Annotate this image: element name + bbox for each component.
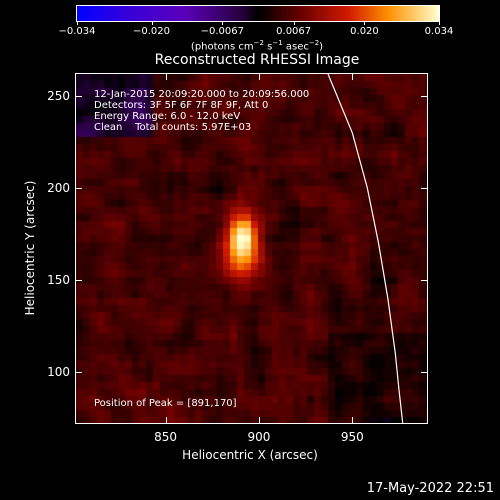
colorbar (76, 5, 440, 22)
y-tick (421, 371, 427, 373)
info-peak-position: Position of Peak = [891,170] (94, 398, 237, 409)
date-stamp: 17-May-2022 22:51 (366, 481, 494, 496)
x-tick-label: 950 (340, 430, 364, 444)
x-tick (258, 74, 260, 80)
x-tick-label: 850 (154, 430, 178, 444)
y-axis-label: Heliocentric Y (arcsec) (23, 180, 37, 316)
y-tick (421, 96, 427, 98)
plot-title: Reconstructed RHESSI Image (154, 52, 360, 68)
colorbar-tick-label: 0.020 (350, 26, 379, 37)
y-tick-label: 200 (47, 180, 70, 195)
colorbar-tick (151, 21, 153, 25)
y-tick-label: 150 (47, 272, 70, 287)
colorbar-tick-label: 0.0067 (276, 26, 312, 37)
colorbar-unit-label: (photons cm−2 s−1 asec−2) (190, 39, 324, 53)
x-tick (165, 417, 167, 423)
x-tick (258, 417, 260, 423)
y-tick (76, 187, 82, 189)
colorbar-tick-label: −0.020 (133, 26, 171, 37)
x-tick-label: 900 (247, 430, 271, 444)
colorbar-tick (439, 21, 440, 25)
y-tick (421, 187, 427, 189)
colorbar-tick (293, 21, 295, 25)
plot-overlay (327, 74, 404, 423)
colorbar-gradient (77, 6, 439, 21)
heatmap-image (76, 74, 427, 423)
solar-limb-curve (327, 74, 404, 423)
colorbar-tick (222, 21, 224, 25)
colorbar-tick (77, 21, 78, 25)
x-tick (165, 74, 167, 80)
x-axis-label: Heliocentric X (arcsec) (182, 448, 318, 462)
info-time-range: 12-Jan-2015 20:09:20.000 to 20:09:56.000 (94, 89, 310, 100)
y-tick (76, 279, 82, 281)
info-total-counts: Clean Total counts: 5.97E+03 (94, 122, 252, 133)
colorbar-tick-label: −0.0067 (200, 26, 245, 37)
y-tick (421, 279, 427, 281)
y-tick (76, 371, 82, 373)
colorbar-tick-label: 0.034 (424, 26, 454, 37)
plot-area: 12-Jan-2015 20:09:20.000 to 20:09:56.000… (75, 73, 428, 424)
info-energy-range: Energy Range: 6.0 - 12.0 keV (94, 111, 241, 122)
colorbar-tick (364, 21, 366, 25)
x-tick (352, 74, 354, 80)
y-tick-label: 100 (47, 364, 70, 379)
y-tick (76, 96, 82, 98)
colorbar-tick-label: −0.034 (58, 26, 96, 37)
x-tick (352, 417, 354, 423)
y-tick-label: 250 (47, 89, 70, 104)
info-detectors: Detectors: 3F 5F 6F 7F 8F 9F, Att 0 (94, 100, 269, 111)
